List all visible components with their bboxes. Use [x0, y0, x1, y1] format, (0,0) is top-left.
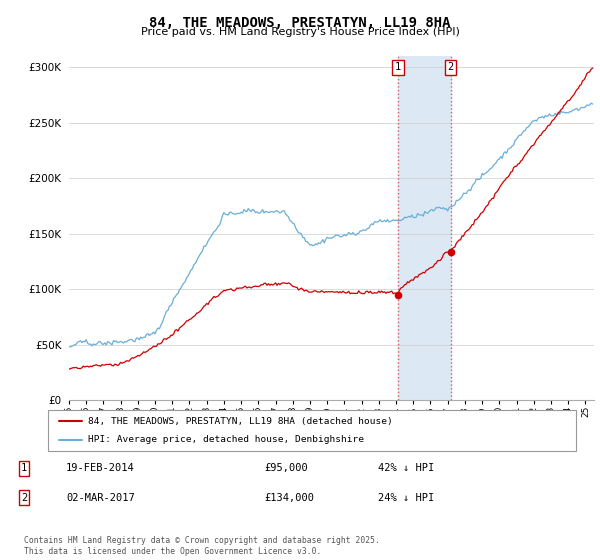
- Text: HPI: Average price, detached house, Denbighshire: HPI: Average price, detached house, Denb…: [88, 436, 364, 445]
- Bar: [398, 56, 451, 400]
- Text: 2: 2: [448, 62, 454, 72]
- Text: 42% ↓ HPI: 42% ↓ HPI: [378, 463, 434, 473]
- Text: 84, THE MEADOWS, PRESTATYN, LL19 8HA (detached house): 84, THE MEADOWS, PRESTATYN, LL19 8HA (de…: [88, 417, 392, 426]
- Text: 2: 2: [21, 493, 27, 503]
- Text: 24% ↓ HPI: 24% ↓ HPI: [378, 493, 434, 503]
- Text: 1: 1: [21, 463, 27, 473]
- Text: £134,000: £134,000: [264, 493, 314, 503]
- Text: Contains HM Land Registry data © Crown copyright and database right 2025.
This d: Contains HM Land Registry data © Crown c…: [24, 536, 380, 556]
- Text: Price paid vs. HM Land Registry's House Price Index (HPI): Price paid vs. HM Land Registry's House …: [140, 27, 460, 37]
- Text: £95,000: £95,000: [264, 463, 308, 473]
- Text: 19-FEB-2014: 19-FEB-2014: [66, 463, 135, 473]
- Text: 84, THE MEADOWS, PRESTATYN, LL19 8HA: 84, THE MEADOWS, PRESTATYN, LL19 8HA: [149, 16, 451, 30]
- Text: 02-MAR-2017: 02-MAR-2017: [66, 493, 135, 503]
- Text: 1: 1: [395, 62, 401, 72]
